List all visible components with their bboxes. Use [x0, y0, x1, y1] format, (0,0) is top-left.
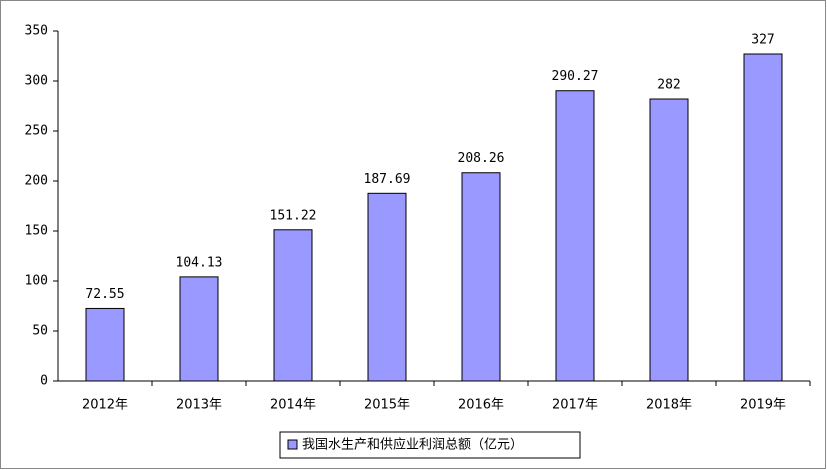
- bar: [555, 90, 595, 382]
- y-tick-label: 100: [25, 274, 48, 289]
- bar: [461, 172, 501, 382]
- data-label: 151.22: [270, 208, 317, 223]
- y-tick-label: 150: [25, 224, 48, 239]
- data-label: 327: [751, 33, 774, 48]
- bar: [179, 276, 219, 382]
- x-tick-label: 2017年: [552, 398, 598, 413]
- x-tick-label: 2015年: [364, 398, 410, 413]
- data-label: 290.27: [552, 69, 599, 84]
- data-label: 187.69: [364, 172, 411, 187]
- x-tick-label: 2018年: [646, 398, 692, 413]
- data-label: 72.55: [85, 287, 124, 302]
- y-tick-label: 200: [25, 174, 48, 189]
- x-tick-label: 2014年: [270, 398, 316, 413]
- bar: [367, 192, 407, 382]
- x-tick-label: 2013年: [176, 398, 222, 413]
- y-tick-label: 50: [32, 324, 48, 339]
- y-tick-label: 300: [25, 74, 48, 89]
- data-label: 282: [657, 78, 680, 93]
- bar: [649, 98, 689, 382]
- x-tick-label: 2019年: [740, 398, 786, 413]
- bar: [273, 229, 313, 382]
- legend-swatch: [287, 439, 298, 450]
- x-tick-label: 2012年: [82, 398, 128, 413]
- data-label: 208.26: [458, 151, 505, 166]
- y-tick-label: 250: [25, 124, 48, 139]
- y-tick-label: 350: [25, 24, 48, 39]
- legend-box: [279, 431, 581, 459]
- legend-label: 我国水生产和供应业利润总额（亿元）: [302, 437, 523, 453]
- bar: [743, 53, 783, 382]
- bar: [85, 307, 125, 382]
- y-tick-label: 0: [40, 374, 48, 389]
- x-tick-label: 2016年: [458, 398, 504, 413]
- data-label: 104.13: [176, 255, 223, 270]
